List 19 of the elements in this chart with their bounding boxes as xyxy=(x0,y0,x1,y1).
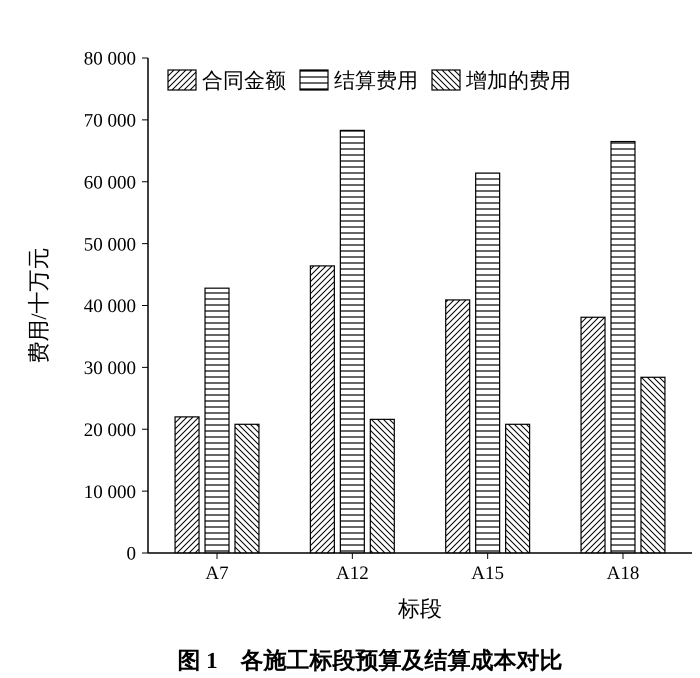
legend-label: 结算费用 xyxy=(334,68,418,92)
legend-label: 合同金额 xyxy=(202,68,286,92)
y-tick-label: 50 000 xyxy=(84,234,136,256)
y-tick-label: 0 xyxy=(126,544,136,565)
legend-label: 增加的费用 xyxy=(465,68,571,92)
y-tick-label: 20 000 xyxy=(84,420,136,441)
x-tick-label: A15 xyxy=(471,563,504,584)
y-tick-label: 40 000 xyxy=(84,296,136,318)
y-axis-title: 费用/十万元 xyxy=(26,247,51,364)
x-tick-label: A12 xyxy=(336,563,369,584)
y-tick-label: 70 000 xyxy=(84,110,136,132)
x-tick-label: A18 xyxy=(606,563,640,584)
x-axis-title: 标段 xyxy=(397,596,442,621)
y-tick-label: 10 000 xyxy=(84,482,136,503)
y-tick-label: 30 000 xyxy=(84,358,136,380)
x-tick-label: A7 xyxy=(205,563,229,584)
y-tick-label: 60 000 xyxy=(84,172,136,194)
text: 图 1 各施工标段预算及结算成本对比 xyxy=(177,648,563,673)
y-tick-label: 80 000 xyxy=(84,48,136,70)
